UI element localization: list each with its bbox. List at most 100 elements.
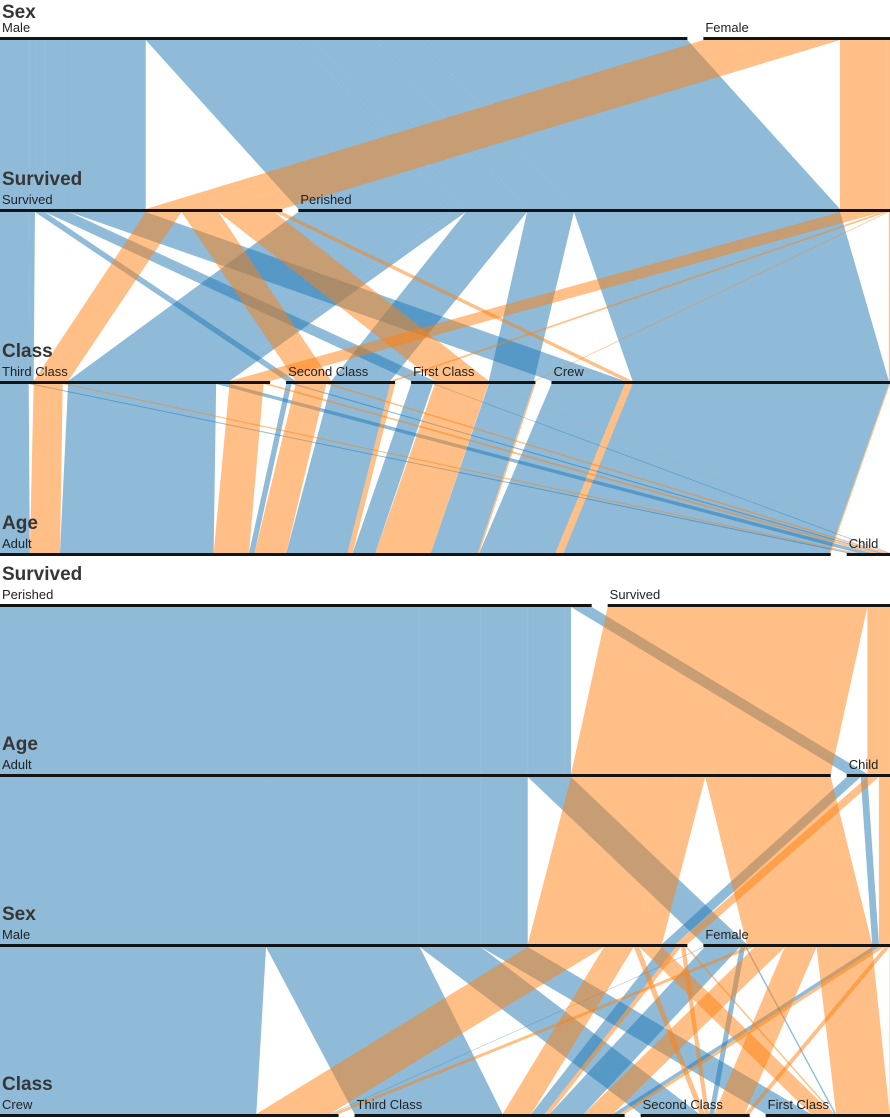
flow-ribbon[interactable] bbox=[375, 384, 489, 553]
flow-ribbon[interactable] bbox=[29, 40, 35, 209]
flow-ribbon[interactable] bbox=[419, 607, 481, 774]
flow-ribbon[interactable] bbox=[430, 384, 534, 553]
flow-ribbon[interactable] bbox=[29, 384, 63, 553]
flow-ribbon[interactable] bbox=[62, 212, 182, 381]
category-label-child[interactable]: Child bbox=[848, 757, 879, 772]
category-label-child[interactable]: Child bbox=[848, 536, 879, 551]
category-label-adult[interactable]: Adult bbox=[2, 536, 32, 551]
flow-ribbon[interactable] bbox=[860, 777, 879, 944]
category-label-third-class[interactable]: Third Class bbox=[2, 364, 68, 379]
axis-bar-crew[interactable] bbox=[551, 381, 890, 384]
flow-ribbon[interactable] bbox=[266, 777, 420, 944]
flow-ribbon[interactable] bbox=[0, 212, 30, 381]
axis-bar-survived[interactable] bbox=[607, 604, 890, 607]
flow-ribbon[interactable] bbox=[603, 777, 678, 944]
axis-bar-crew[interactable] bbox=[0, 1114, 339, 1117]
flow-ribbon[interactable] bbox=[181, 212, 327, 381]
flow-ribbon[interactable] bbox=[67, 40, 70, 209]
axis-bar-female[interactable] bbox=[703, 37, 890, 40]
flow-ribbon[interactable] bbox=[274, 40, 840, 209]
flow-ribbon[interactable] bbox=[775, 777, 873, 944]
flow-ribbon[interactable] bbox=[352, 384, 433, 553]
flow-ribbon[interactable] bbox=[564, 607, 570, 774]
flow-ribbon[interactable] bbox=[59, 384, 217, 553]
flow-ribbon[interactable] bbox=[181, 40, 771, 209]
flow-ribbon[interactable] bbox=[248, 384, 292, 553]
category-label-female[interactable]: Female bbox=[705, 20, 749, 35]
flow-ribbon[interactable] bbox=[286, 384, 391, 553]
axis-bar-male[interactable] bbox=[0, 944, 688, 947]
flow-ribbon[interactable] bbox=[563, 384, 889, 553]
axis-bar-third-class[interactable] bbox=[0, 381, 271, 384]
flow-ribbon[interactable] bbox=[713, 607, 781, 774]
flow-ribbon[interactable] bbox=[882, 40, 888, 209]
category-label-first-class[interactable]: First Class bbox=[413, 364, 475, 379]
axis-bar-adult[interactable] bbox=[0, 553, 831, 556]
flow-ribbon[interactable] bbox=[705, 777, 755, 944]
flow-ribbon[interactable] bbox=[175, 40, 740, 209]
category-label-survived[interactable]: Survived bbox=[609, 587, 661, 602]
flow-ribbon[interactable] bbox=[331, 212, 528, 381]
flow-ribbon[interactable] bbox=[633, 777, 683, 944]
flow-ribbon[interactable] bbox=[682, 607, 742, 774]
flow-ribbon[interactable] bbox=[872, 607, 877, 774]
category-label-perished[interactable]: Perished bbox=[300, 192, 352, 207]
flow-ribbon[interactable] bbox=[647, 607, 714, 774]
axis-bar-second-class[interactable] bbox=[640, 1114, 750, 1117]
flow-ribbon[interactable] bbox=[480, 607, 528, 774]
flow-ribbon[interactable] bbox=[705, 607, 750, 774]
flow-ribbon[interactable] bbox=[713, 777, 785, 944]
flow-ribbon[interactable] bbox=[421, 40, 840, 209]
flow-ribbon[interactable] bbox=[273, 40, 833, 209]
category-label-first-class[interactable]: First Class bbox=[767, 1097, 830, 1112]
flow-ribbon[interactable] bbox=[639, 777, 706, 944]
flow-ribbon[interactable] bbox=[44, 40, 68, 209]
flow-ribbon[interactable] bbox=[839, 40, 876, 209]
flow-ribbon[interactable] bbox=[254, 384, 327, 553]
axis-bar-perished[interactable] bbox=[298, 209, 890, 212]
flow-ribbon[interactable] bbox=[573, 212, 889, 381]
axis-bar-first-class[interactable] bbox=[765, 1114, 890, 1117]
flow-ribbon[interactable] bbox=[229, 212, 876, 381]
flow-ribbon[interactable] bbox=[743, 777, 817, 944]
flow-ribbon[interactable] bbox=[571, 607, 684, 774]
flow-ribbon[interactable] bbox=[531, 947, 676, 1114]
flow-ribbon[interactable] bbox=[218, 40, 832, 209]
flow-ribbon[interactable] bbox=[677, 607, 720, 774]
category-label-male[interactable]: Male bbox=[2, 20, 31, 35]
axis-bar-child[interactable] bbox=[846, 774, 890, 777]
category-label-second-class[interactable]: Second Class bbox=[288, 364, 369, 379]
flow-ribbon[interactable] bbox=[263, 384, 879, 553]
flow-ribbon[interactable] bbox=[274, 212, 633, 381]
flow-ribbon[interactable] bbox=[266, 947, 503, 1114]
flow-ribbon[interactable] bbox=[0, 384, 30, 553]
flow-ribbon[interactable] bbox=[390, 212, 888, 381]
category-label-female[interactable]: Female bbox=[705, 927, 749, 942]
flow-ribbon[interactable] bbox=[878, 777, 885, 944]
axis-bar-survived[interactable] bbox=[0, 209, 283, 212]
flow-ribbon[interactable] bbox=[263, 212, 883, 381]
flow-ribbon[interactable] bbox=[887, 40, 889, 209]
flow-ribbon[interactable] bbox=[744, 947, 890, 1114]
axis-bar-child[interactable] bbox=[846, 553, 890, 556]
flow-ribbon[interactable] bbox=[419, 777, 481, 944]
flow-ribbon[interactable] bbox=[69, 40, 146, 209]
flow-ribbon[interactable] bbox=[28, 212, 35, 381]
flow-ribbon[interactable] bbox=[62, 384, 858, 553]
category-label-male[interactable]: Male bbox=[2, 927, 31, 942]
flow-ribbon[interactable] bbox=[875, 40, 883, 209]
axis-bar-adult[interactable] bbox=[0, 774, 831, 777]
flow-ribbon[interactable] bbox=[213, 384, 264, 553]
axis-bar-perished[interactable] bbox=[0, 604, 592, 607]
flow-ribbon[interactable] bbox=[33, 212, 176, 381]
flow-ribbon[interactable] bbox=[867, 607, 873, 774]
flow-ribbon[interactable] bbox=[488, 384, 890, 553]
flow-ribbon[interactable] bbox=[145, 40, 734, 209]
flow-ribbon[interactable] bbox=[313, 40, 528, 209]
flow-ribbon[interactable] bbox=[829, 384, 890, 553]
axis-bar-male[interactable] bbox=[0, 37, 688, 40]
flow-ribbon[interactable] bbox=[743, 607, 812, 774]
flow-ribbon[interactable] bbox=[0, 40, 30, 209]
flow-ribbon[interactable] bbox=[816, 947, 890, 1114]
flow-ribbon[interactable] bbox=[480, 777, 528, 944]
